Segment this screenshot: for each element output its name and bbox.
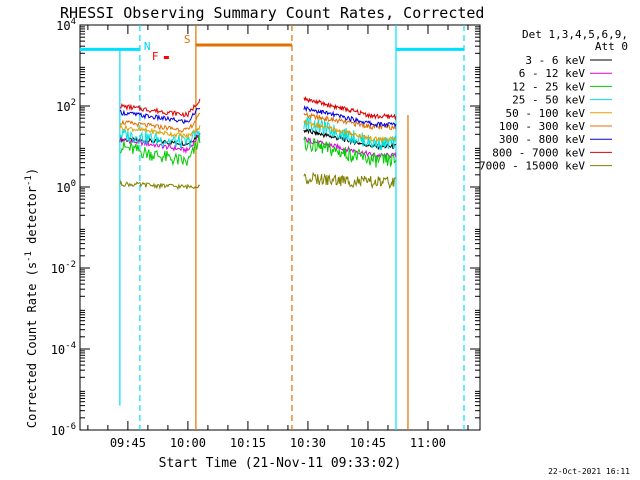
chart-title: RHESSI Observing Summary Count Rates, Co… xyxy=(60,4,484,22)
series-line-segment-1 xyxy=(119,179,201,191)
series-line-segment-2 xyxy=(303,119,397,143)
annotation-s: S xyxy=(184,33,191,46)
legend-label: 50 - 100 keV xyxy=(506,107,586,120)
x-tick-label: 09:45 xyxy=(110,436,146,450)
legend-label: 6 - 12 keV xyxy=(519,67,586,80)
legend-header-2: Att 0 xyxy=(595,40,628,53)
x-tick-label: 10:15 xyxy=(230,436,266,450)
x-axis-label: Start Time (21-Nov-11 09:33:02) xyxy=(159,456,402,471)
series-800-7000kev xyxy=(119,95,397,121)
series-line-segment-1 xyxy=(119,127,201,149)
legend-header-1: Det 1,3,4,5,6,9, xyxy=(522,28,628,41)
legend-label: 300 - 800 keV xyxy=(499,133,585,146)
x-tick-label: 10:45 xyxy=(350,436,386,450)
y-tick-label: 104 xyxy=(56,17,76,33)
series-7000-15000kev xyxy=(119,171,397,191)
series-line-segment-1 xyxy=(119,112,201,133)
series-line-segment-2 xyxy=(303,105,397,129)
series-300-800kev xyxy=(119,105,397,129)
annotation-f: F xyxy=(152,50,159,63)
legend-label: 12 - 25 keV xyxy=(512,80,585,93)
legend-label: 800 - 7000 keV xyxy=(492,146,585,159)
series-line-segment-1 xyxy=(119,135,201,167)
series-50-100kev xyxy=(119,119,397,143)
legend-label: 7000 - 15000 keV xyxy=(479,160,585,173)
series-12-25kev xyxy=(119,135,397,168)
x-tick-label: 11:00 xyxy=(410,436,446,450)
y-axis-label: Corrected Count Rate (s-1 detector-1) xyxy=(24,168,39,428)
series-line-segment-2 xyxy=(303,171,397,190)
y-tick-label: 10-4 xyxy=(51,341,76,357)
plot-frame xyxy=(79,24,481,431)
date-stamp: 22-Oct-2021 16:11 xyxy=(548,467,630,476)
series-line-segment-2 xyxy=(303,95,397,121)
x-tick-label: 10:00 xyxy=(170,436,206,450)
y-tick-label: 10-6 xyxy=(51,422,76,438)
y-tick-label: 102 xyxy=(56,98,76,114)
y-tick-label: 100 xyxy=(56,179,76,195)
legend-label: 3 - 6 keV xyxy=(525,54,585,67)
plot-area: 104 102 100 10-2 10-4 10-6 09:45 10:00 10:15 10:3… xyxy=(51,17,481,450)
series-line-segment-1 xyxy=(119,107,201,125)
series-line-segment-1 xyxy=(119,98,201,118)
series-25-50kev xyxy=(119,116,397,151)
x-tick-label: 10:30 xyxy=(290,436,326,450)
legend-label: 100 - 300 keV xyxy=(499,120,585,133)
annotation-n: N xyxy=(144,40,151,53)
series-line-segment-1 xyxy=(119,124,201,140)
series-line-segment-2 xyxy=(303,136,397,168)
series-line-segment-2 xyxy=(303,116,397,151)
legend-label: 25 - 50 keV xyxy=(512,94,585,107)
y-tick-label: 10-2 xyxy=(51,260,76,276)
flare-marker xyxy=(163,56,169,59)
